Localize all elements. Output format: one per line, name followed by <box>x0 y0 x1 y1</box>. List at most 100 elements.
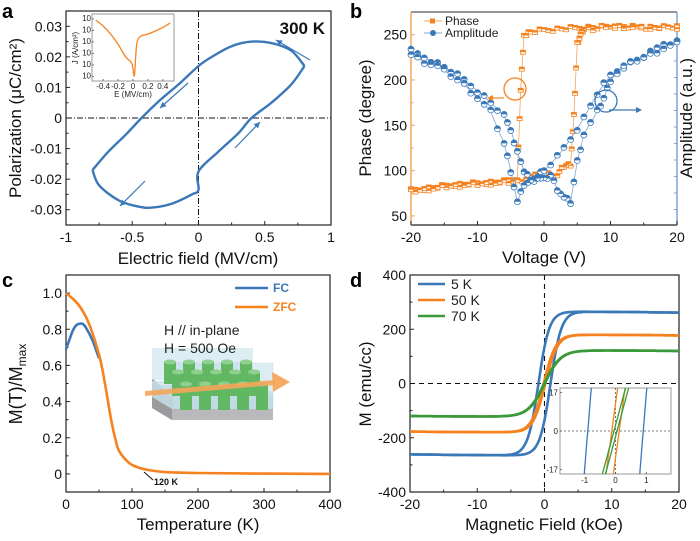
panel-a-chart: -1 -0.5 0 0.5 1-0.03-0.02-0.0100.010.020.03 … <box>6 10 335 268</box>
x-tick-label: 0.5 <box>255 229 275 245</box>
field-strength-label: H = 500 Oe <box>164 340 236 356</box>
x-tick-label: 0 <box>541 496 549 512</box>
nanopillar-top <box>240 359 252 365</box>
x-tick-label: -0.5 <box>120 229 144 245</box>
inset-jv-plot: -0.4 -0.2 0 0.2 0.4 10 10 10 10 10 10 E (MV/cm) J … <box>71 13 175 99</box>
x-tick-label: 400 <box>318 496 342 512</box>
phase-point-fill <box>528 29 534 32</box>
amplitude-point-fill <box>547 162 554 166</box>
x-tick-label: -1 <box>60 229 73 245</box>
phase-point-fill <box>579 29 585 32</box>
amplitude-point-fill <box>674 38 680 42</box>
y-tick-label: -200 <box>378 430 406 446</box>
amplitude-point-fill <box>587 102 594 106</box>
phase-point-fill <box>585 25 591 28</box>
phase-point-fill <box>571 112 577 115</box>
y-tick-label: 0.03 <box>35 18 62 34</box>
legend-label-5k: 5 K <box>451 276 473 292</box>
amplitude-point-fill <box>560 144 567 148</box>
panel-b-chart: -20 -10 0 10 20 50 100 150 200 250 Phase Amplitud… <box>356 11 696 267</box>
pe-loop-line-0 <box>91 40 306 171</box>
amplitude-point-fill <box>574 157 581 161</box>
x-axis-label: Electric field (MV/cm) <box>118 249 279 268</box>
phase-point-fill <box>550 29 556 32</box>
nanopillar-top <box>221 359 233 365</box>
x-tick-label: 20 <box>671 496 687 512</box>
y-tick-label: 0.2 <box>43 430 63 446</box>
phase-point-fill <box>603 25 609 28</box>
phase-point-fill <box>674 27 680 30</box>
x-tick-label: -20 <box>401 229 421 245</box>
nanopillar-top <box>164 359 176 365</box>
y-axis-label: M(T)/Mmax <box>6 344 29 425</box>
amplitude-point-fill <box>614 70 621 74</box>
phase-point-fill <box>417 188 423 191</box>
direction-arrow <box>159 82 189 109</box>
phase-point-fill <box>532 171 538 174</box>
amplitude-point-fill <box>447 73 454 77</box>
y-tick-label: 0.01 <box>35 79 62 95</box>
amplitude-point-fill <box>421 54 428 58</box>
inset-y-tick-label: -17 <box>546 465 558 474</box>
amplitude-point-fill <box>554 187 561 191</box>
amplitude-point-fill <box>474 89 481 93</box>
phase-point-fill <box>517 116 523 119</box>
x-tick-label: 10 <box>604 496 620 512</box>
inset-y-label: J (A/cm²) <box>71 31 80 64</box>
x-tick-label: 10 <box>603 229 619 245</box>
phase-point-fill <box>590 28 596 31</box>
amplitude-point-fill <box>441 66 448 70</box>
nanopillar-top <box>180 381 192 387</box>
temperature-annotation: 300 K <box>280 19 326 38</box>
y-tick-label: 200 <box>383 321 407 337</box>
amplitude-point-fill <box>574 127 581 131</box>
amplitude-point-fill <box>521 168 528 172</box>
phase-point-fill <box>545 28 551 31</box>
phase-point-fill <box>608 25 613 28</box>
y-tick-label: 200 <box>384 72 408 88</box>
series-line-zfc <box>65 292 331 476</box>
phase-point-fill <box>545 170 551 173</box>
phase-point-fill <box>520 50 526 53</box>
amplitude-point-fill <box>654 44 661 48</box>
phase-point-fill <box>452 182 458 185</box>
amplitude-point-fill <box>427 59 434 63</box>
inset-x-tick-label: 0.2 <box>142 82 154 91</box>
x-tick-label: -20 <box>400 496 420 512</box>
phase-point-fill <box>497 180 503 183</box>
amplitude-point-fill <box>541 167 547 171</box>
legend-label-phase: Phase <box>445 14 479 28</box>
phase-point-fill <box>514 178 520 181</box>
inset-y-tick-label: 10 <box>82 14 91 23</box>
phase-point-fill <box>506 177 512 180</box>
phase-point-fill <box>492 180 498 183</box>
phase-point-fill <box>569 146 575 149</box>
legend-label-70k: 70 K <box>451 308 480 324</box>
y-tick-label: -0.02 <box>30 171 62 187</box>
inset-x-tick-label: -0.4 <box>96 82 110 91</box>
y-tick-label: 250 <box>384 27 408 43</box>
annotation-120k: 120 K <box>154 477 179 487</box>
amplitude-point-fill <box>607 71 614 75</box>
legend: Phase Amplitude <box>424 14 499 40</box>
phase-point-fill <box>439 183 445 186</box>
nanopillar <box>237 384 249 410</box>
nanopillar-top <box>172 369 184 375</box>
amplitude-point-fill <box>550 177 557 181</box>
phase-point-fill <box>574 40 580 43</box>
phase-point-fill <box>532 30 538 33</box>
series-line-fc <box>64 322 101 359</box>
phase-point-fill <box>488 179 494 182</box>
phase-point-fill <box>426 188 432 191</box>
amplitude-point-fill <box>600 95 607 99</box>
x-axis-label: Magnetic Field (kOe) <box>465 515 623 534</box>
y-tick-label: -0.01 <box>30 141 62 157</box>
y-tick-label: 50 <box>391 208 407 224</box>
y-tick-label: -0.03 <box>30 202 62 218</box>
phase-point-fill <box>570 129 576 132</box>
inset-y-tick-label: 10 <box>82 72 91 81</box>
inset-jv-line <box>95 19 171 77</box>
phase-point-fill <box>461 183 467 186</box>
amplitude-marker-circle <box>594 89 618 113</box>
